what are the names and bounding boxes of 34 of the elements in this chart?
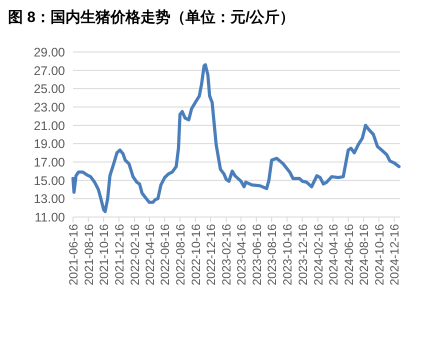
x-tick-label: 2024-02-16 [311, 224, 326, 286]
x-tick-label: 2024-10-16 [372, 224, 386, 286]
x-tick-label: 2022-02-16 [128, 224, 142, 286]
x-tick-label: 2021-06-16 [66, 224, 80, 286]
x-tick-label: 2023-10-16 [280, 224, 294, 286]
y-tick-label: 19.00 [34, 137, 66, 152]
x-tick-label: 2022-04-16 [142, 224, 157, 286]
y-tick-label: 23.00 [34, 100, 66, 114]
x-tick-label: 2022-10-16 [188, 224, 203, 286]
x-tick-label: 2023-12-16 [296, 224, 310, 286]
line-series [71, 63, 401, 214]
x-tick-label: 2024-04-16 [326, 224, 340, 286]
y-tick-label: 15.00 [34, 174, 66, 188]
x-tick-label: 2022-06-16 [158, 224, 172, 286]
x-tick-label: 2024-06-16 [342, 224, 356, 286]
y-tick-label: 29.00 [34, 46, 66, 60]
x-tick-label: 2021-10-16 [97, 224, 112, 286]
y-tick-label: 17.00 [34, 156, 66, 170]
x-tick-label: 2022-08-16 [173, 224, 188, 286]
x-tick-label: 2021-12-16 [112, 224, 126, 286]
x-tick-label: 2024-08-16 [357, 224, 372, 286]
chart-title: 图 8：国内生猪价格走势（单位：元/公斤） [8, 9, 295, 26]
y-tick-label: 21.00 [34, 118, 66, 133]
x-tick-label: 2023-04-16 [234, 224, 249, 286]
x-tick-label: 2021-08-16 [82, 224, 96, 286]
x-tick-label: 2023-02-16 [220, 224, 234, 286]
y-tick-label: 13.00 [34, 192, 66, 206]
y-tick-label: 11.00 [34, 210, 66, 224]
y-tick-label: 25.00 [34, 82, 66, 96]
x-tick-label: 2024-12-16 [388, 224, 402, 286]
y-tick-label: 27.00 [34, 64, 66, 78]
x-tick-label: 2022-12-16 [204, 224, 218, 286]
x-tick-label: 2023-08-16 [265, 224, 280, 286]
x-tick-label: 2023-06-16 [250, 224, 264, 286]
